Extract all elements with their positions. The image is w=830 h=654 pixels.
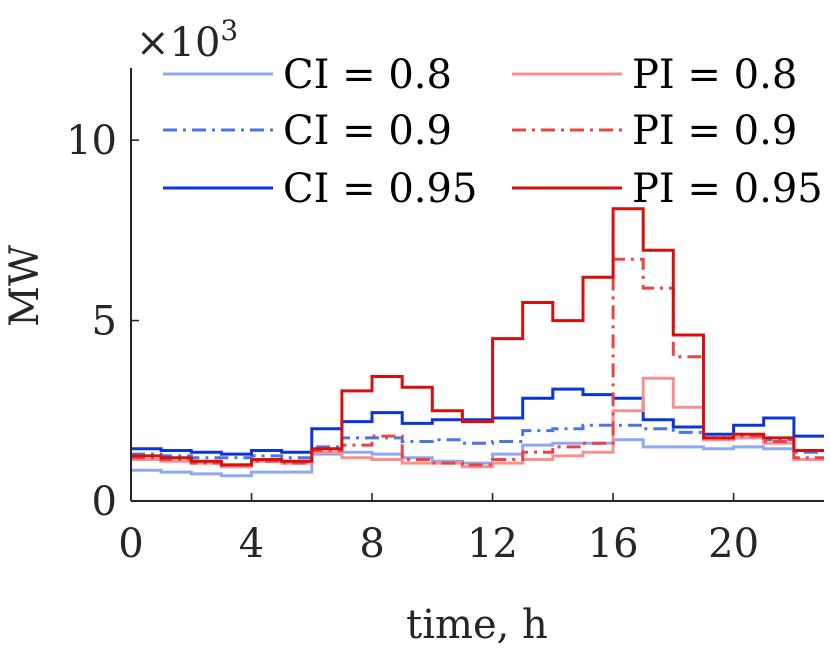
x-tick-label: 16 — [588, 521, 639, 567]
legend-label-3: CI = 0.95 — [283, 166, 477, 212]
legend-label-6: PI = 0.95 — [632, 166, 823, 212]
series-line-2 — [131, 423, 824, 460]
legend: CI = 0.8 CI = 0.9 CI = 0.95 PI = 0.8 PI = 0.… — [163, 52, 823, 212]
y-exponent-label: ×103 — [136, 14, 238, 66]
series-layer — [131, 207, 824, 478]
x-tick-label: 4 — [239, 521, 264, 567]
x-axis-label: time, h — [406, 602, 548, 648]
x-tick-label: 8 — [359, 521, 384, 567]
legend-label-1: CI = 0.8 — [283, 52, 452, 98]
x-tick-label: 0 — [118, 521, 143, 567]
y-tick-label: 5 — [92, 299, 117, 345]
y-tick-label: 0 — [92, 479, 117, 525]
legend-label-2: CI = 0.9 — [283, 108, 452, 154]
ticks: 0 4 8 12 16 20 0 5 10 — [66, 118, 759, 567]
y-axis-label: MW — [2, 245, 48, 327]
legend-label-5: PI = 0.9 — [632, 108, 797, 154]
y-tick-label: 10 — [66, 118, 117, 164]
legend-label-4: PI = 0.8 — [632, 52, 797, 98]
x-tick-label: 20 — [708, 521, 759, 567]
x-tick-label: 12 — [467, 521, 518, 567]
series-line-6 — [131, 207, 824, 467]
